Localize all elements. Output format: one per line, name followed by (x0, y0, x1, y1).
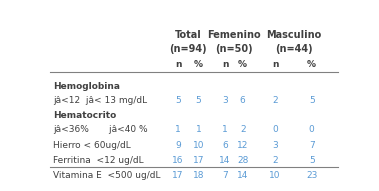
Text: 17: 17 (172, 172, 184, 180)
Text: 1: 1 (196, 125, 202, 134)
Text: 0: 0 (272, 125, 278, 134)
Text: 5: 5 (309, 156, 315, 165)
Text: 1: 1 (175, 125, 181, 134)
Text: 7: 7 (309, 141, 315, 150)
Text: 6: 6 (240, 96, 246, 105)
Text: jâ<12  jâ< 13 mg/dL: jâ<12 jâ< 13 mg/dL (53, 96, 147, 105)
Text: 10: 10 (193, 141, 204, 150)
Text: Femenino: Femenino (207, 30, 261, 40)
Text: n: n (222, 60, 228, 69)
Text: (n=44): (n=44) (275, 44, 312, 54)
Text: 5: 5 (175, 96, 181, 105)
Text: 5: 5 (196, 96, 202, 105)
Text: 2: 2 (272, 96, 278, 105)
Text: n: n (272, 60, 278, 69)
Text: 0: 0 (309, 125, 315, 134)
Text: 12: 12 (237, 141, 248, 150)
Text: Hematocrito: Hematocrito (53, 111, 116, 120)
Text: 6: 6 (222, 141, 228, 150)
Text: 18: 18 (193, 172, 204, 180)
Text: Ferritina  <12 ug/dL: Ferritina <12 ug/dL (53, 156, 144, 165)
Text: 2: 2 (240, 125, 246, 134)
Text: Hemoglobina: Hemoglobina (53, 82, 120, 91)
Text: 5: 5 (309, 96, 315, 105)
Text: 16: 16 (172, 156, 184, 165)
Text: 10: 10 (269, 172, 281, 180)
Text: (n=94): (n=94) (169, 44, 207, 54)
Text: 2: 2 (272, 156, 278, 165)
Text: 17: 17 (193, 156, 204, 165)
Text: Masculino: Masculino (266, 30, 321, 40)
Text: 3: 3 (222, 96, 228, 105)
Text: 23: 23 (306, 172, 318, 180)
Text: n: n (175, 60, 181, 69)
Text: Total: Total (175, 30, 202, 40)
Text: 9: 9 (175, 141, 181, 150)
Text: (n=50): (n=50) (215, 44, 253, 54)
Text: %: % (194, 60, 203, 69)
Text: 3: 3 (272, 141, 278, 150)
Text: Vitamina E  <500 ug/dL: Vitamina E <500 ug/dL (53, 172, 161, 180)
Text: Hierro < 60ug/dL: Hierro < 60ug/dL (53, 141, 131, 150)
Text: %: % (238, 60, 247, 69)
Text: jâ<36%       jâ<40 %: jâ<36% jâ<40 % (53, 125, 148, 134)
Text: 7: 7 (222, 172, 228, 180)
Text: 14: 14 (219, 156, 231, 165)
Text: 28: 28 (237, 156, 248, 165)
Text: 1: 1 (222, 125, 228, 134)
Text: %: % (307, 60, 316, 69)
Text: 14: 14 (237, 172, 248, 180)
